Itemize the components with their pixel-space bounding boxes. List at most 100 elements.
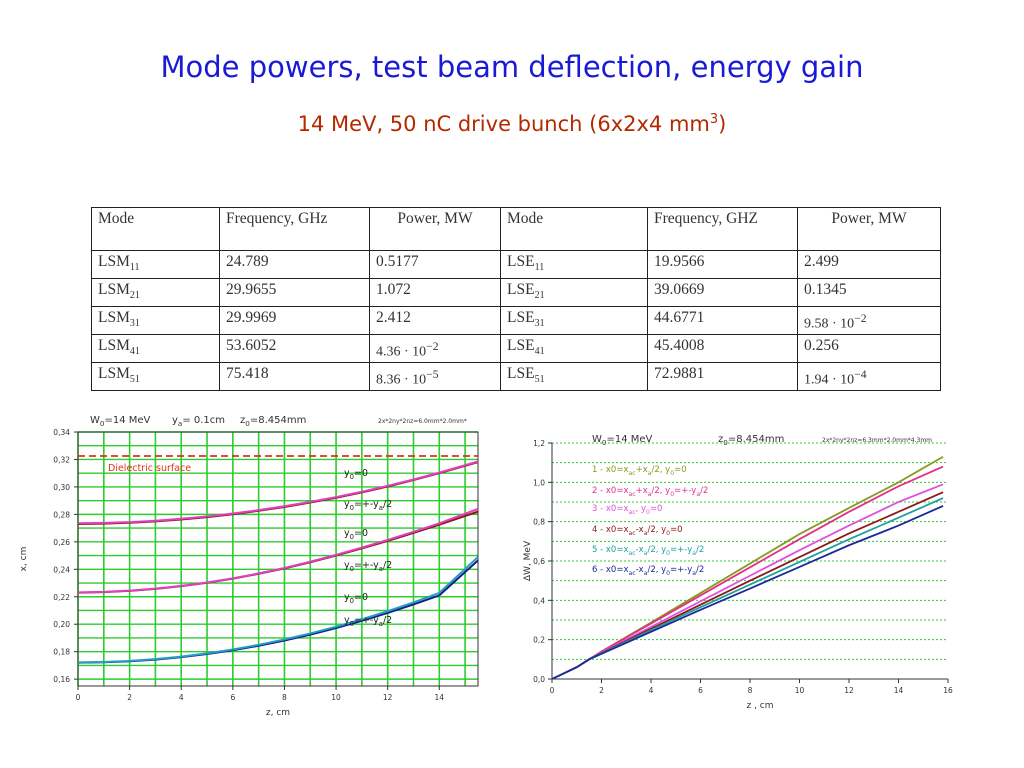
x-tick-label: 14 — [435, 693, 445, 702]
frequency-cell: 29.9969 — [219, 306, 370, 336]
mode-cell: LSE31 — [500, 306, 648, 336]
power-cell: 1.072 — [369, 278, 501, 308]
series-line-6 — [551, 505, 944, 680]
table-header-row: Mode Frequency, GHz Power, MW Mode Frequ… — [91, 207, 941, 251]
header-power-2: Power, MW — [797, 207, 941, 251]
power-cell: 1.94 · 10−4 — [797, 362, 941, 392]
x-tick-label: 16 — [943, 686, 953, 695]
legend-item-5: 5 - x0=xac-xa/2, y0=+-ya/2 — [592, 545, 704, 557]
power-cell: 8.36 · 10−5 — [369, 362, 501, 392]
series-label-1: y0=0 — [344, 468, 368, 481]
series-label-6: y0=+-ya/2 — [344, 615, 392, 628]
series-label-3: y0=0 — [344, 528, 368, 541]
frequency-cell: 53.6052 — [219, 334, 370, 364]
y-tick-label: 1,2 — [533, 439, 545, 448]
y-tick-label: 0,20 — [53, 620, 70, 629]
frequency-cell: 44.6771 — [647, 306, 798, 336]
x-tick-label: 4 — [649, 686, 654, 695]
x-tick-label: 6 — [230, 693, 235, 702]
mode-cell: LSM21 — [91, 278, 220, 308]
y-tick-label: 0,4 — [533, 596, 545, 605]
dielectric-surface-label: Dielectric surface — [108, 463, 191, 474]
subtitle-text: 14 MeV, 50 nC drive bunch (6x2x4 mm — [297, 112, 710, 136]
x-tick-label: 14 — [894, 686, 904, 695]
x-tick-label: 10 — [795, 686, 805, 695]
header-frequency-2: Frequency, GHZ — [647, 207, 798, 251]
y-tick-label: 0,28 — [53, 510, 70, 519]
y-tick-label: 0,8 — [533, 518, 545, 527]
y-tick-label: 0,32 — [53, 455, 70, 464]
y-tick-label: 0,2 — [533, 636, 545, 645]
subtitle-close: ) — [718, 112, 727, 136]
y-tick-label: 0,16 — [53, 675, 70, 684]
energy-gain-chart: W0=14 MeV z0=8.454mm 2x*2ny*2nz=6.3mm*2.0m… — [523, 434, 953, 711]
y-axis-label: ΔW, MeV — [523, 540, 533, 581]
mode-cell: LSM41 — [91, 334, 220, 364]
legend-item-6: 6 - x0=xac-xa/2, y0=+-ya/2 — [592, 565, 704, 577]
mode-cell: LSM31 — [91, 306, 220, 336]
header-mode-1: Mode — [91, 207, 220, 251]
y-tick-label: 0,30 — [53, 483, 70, 492]
power-cell: 9.58 · 10−2 — [797, 306, 941, 336]
table-row: LSM11 24.789 0.5177 LSE11 19.9566 2.499 — [91, 249, 941, 280]
legend-item-4: 4 - x0=xac-xa/2, y0=0 — [592, 525, 683, 537]
y-tick-label: 0,0 — [533, 675, 545, 684]
x-tick-label: 12 — [844, 686, 854, 695]
power-cell: 0.5177 — [369, 249, 501, 280]
series-line-3 — [77, 510, 479, 594]
power-cell: 2.499 — [797, 249, 941, 280]
x-tick-label: 10 — [331, 693, 341, 702]
mode-cell: LSM51 — [91, 362, 220, 392]
energy-label: W0=14 MeV — [592, 434, 653, 447]
frequency-cell: 24.789 — [219, 249, 370, 280]
offset-label: ya= 0.1cm — [172, 415, 225, 428]
mode-cell: LSE21 — [500, 278, 648, 308]
series-line-4 — [77, 507, 479, 594]
series-line-2 — [77, 460, 479, 525]
power-cell: 0.1345 — [797, 278, 941, 308]
dimensions-label: 2x*2ny*2nz=6.3mm*2.0mm*4.3mm — [822, 437, 932, 444]
power-cell: 0.256 — [797, 334, 941, 364]
header-power-1: Power, MW — [369, 207, 501, 251]
mode-power-table: Mode Frequency, GHz Power, MW Mode Frequ… — [91, 207, 941, 392]
x-tick-label: 2 — [599, 686, 604, 695]
series-line-6 — [77, 556, 479, 664]
table-row: LSM51 75.418 8.36 · 10−5 LSE51 72.9881 1… — [91, 362, 941, 392]
y-tick-label: 0,18 — [53, 648, 70, 657]
y-tick-label: 0,26 — [53, 538, 70, 547]
legend-item-1: 1 - x0=xac+xa/2, y0=0 — [592, 465, 687, 477]
x-tick-label: 0 — [76, 693, 81, 702]
x-axis-label: z, cm — [266, 708, 290, 718]
series-label-2: y0=+-ya/2 — [344, 499, 392, 512]
table-row: LSM31 29.9969 2.412 LSE31 44.6771 9.58 ·… — [91, 306, 941, 336]
power-cell: 2.412 — [369, 306, 501, 336]
mode-cell: LSE51 — [500, 362, 648, 392]
plot-frame — [77, 431, 479, 687]
z0-label: z0=8.454mm — [240, 415, 306, 428]
frequency-cell: 29.9655 — [219, 278, 370, 308]
slide-subtitle: 14 MeV, 50 nC drive bunch (6x2x4 mm3) — [0, 112, 1024, 136]
slide-title: Mode powers, test beam deflection, energ… — [160, 50, 864, 84]
frequency-cell: 39.0669 — [647, 278, 798, 308]
x-tick-label: 12 — [383, 693, 393, 702]
dimensions-label: 2x*2ny*2nz=6.0mm*2.0mm* — [378, 418, 467, 425]
frequency-cell: 19.9566 — [647, 249, 798, 280]
y-axis-label: x, cm — [19, 547, 29, 572]
y-tick-label: 0,34 — [53, 428, 70, 437]
header-mode-2: Mode — [500, 207, 648, 251]
series-line-5 — [77, 559, 479, 664]
x-tick-label: 4 — [179, 693, 184, 702]
y-tick-label: 0,22 — [53, 593, 70, 602]
x-tick-label: 6 — [698, 686, 703, 695]
x-axis-label: z , cm — [746, 701, 773, 711]
header-frequency-1: Frequency, GHz — [219, 207, 370, 251]
table-row: LSM21 29.9655 1.072 LSE21 39.0669 0.1345 — [91, 278, 941, 308]
frequency-cell: 75.418 — [219, 362, 370, 392]
y-tick-label: 0,24 — [53, 565, 70, 574]
y-tick-label: 1,0 — [533, 478, 545, 487]
x-tick-label: 8 — [748, 686, 753, 695]
z0-label: z0=8.454mm — [718, 434, 784, 447]
deflection-chart: W0=14 MeV ya= 0.1cm z0=8.454mm 2x*2ny*2nz=6… — [19, 415, 479, 718]
mode-cell: LSE11 — [500, 249, 648, 280]
mode-cell: LSM11 — [91, 249, 220, 280]
